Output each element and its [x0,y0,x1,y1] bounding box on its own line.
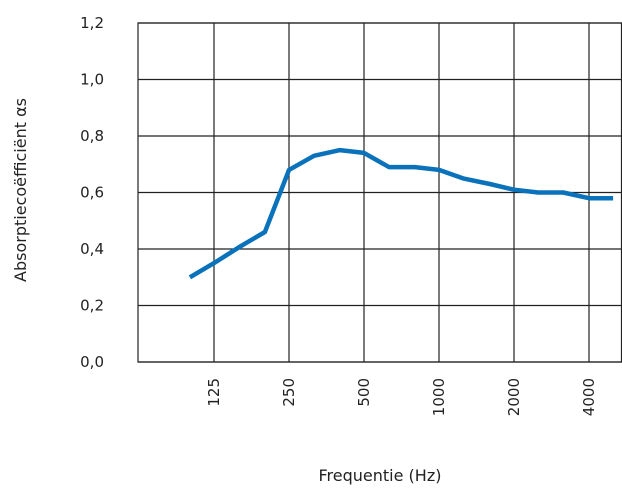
y-axis-ticks: 0,0 0,2 0,4 0,6 0,8 1,0 1,2 [80,14,104,371]
y-tick-label: 0,2 [80,297,104,315]
series-line-group [188,147,614,280]
y-tick-label: 1,0 [80,71,104,89]
y-axis-title: Absorptiecoëfficiënt αs [11,98,30,282]
x-tick-label: 4000 [580,378,598,416]
y-tick-label: 0,6 [80,184,104,202]
x-tick-label: 500 [355,378,373,407]
x-tick-label: 125 [205,378,223,407]
y-tick-label: 0,0 [80,353,104,371]
x-tick-label: 1000 [430,378,448,416]
x-tick-label: 2000 [505,378,523,416]
x-tick-label: 250 [280,378,298,407]
y-tick-label: 1,2 [80,14,104,32]
x-axis-title: Frequentie (Hz) [319,466,442,485]
series-line [188,147,614,280]
y-tick-label: 0,8 [80,127,104,145]
y-tick-label: 0,4 [80,240,104,258]
x-axis-ticks: 125 250 500 1000 2000 4000 [205,378,598,416]
